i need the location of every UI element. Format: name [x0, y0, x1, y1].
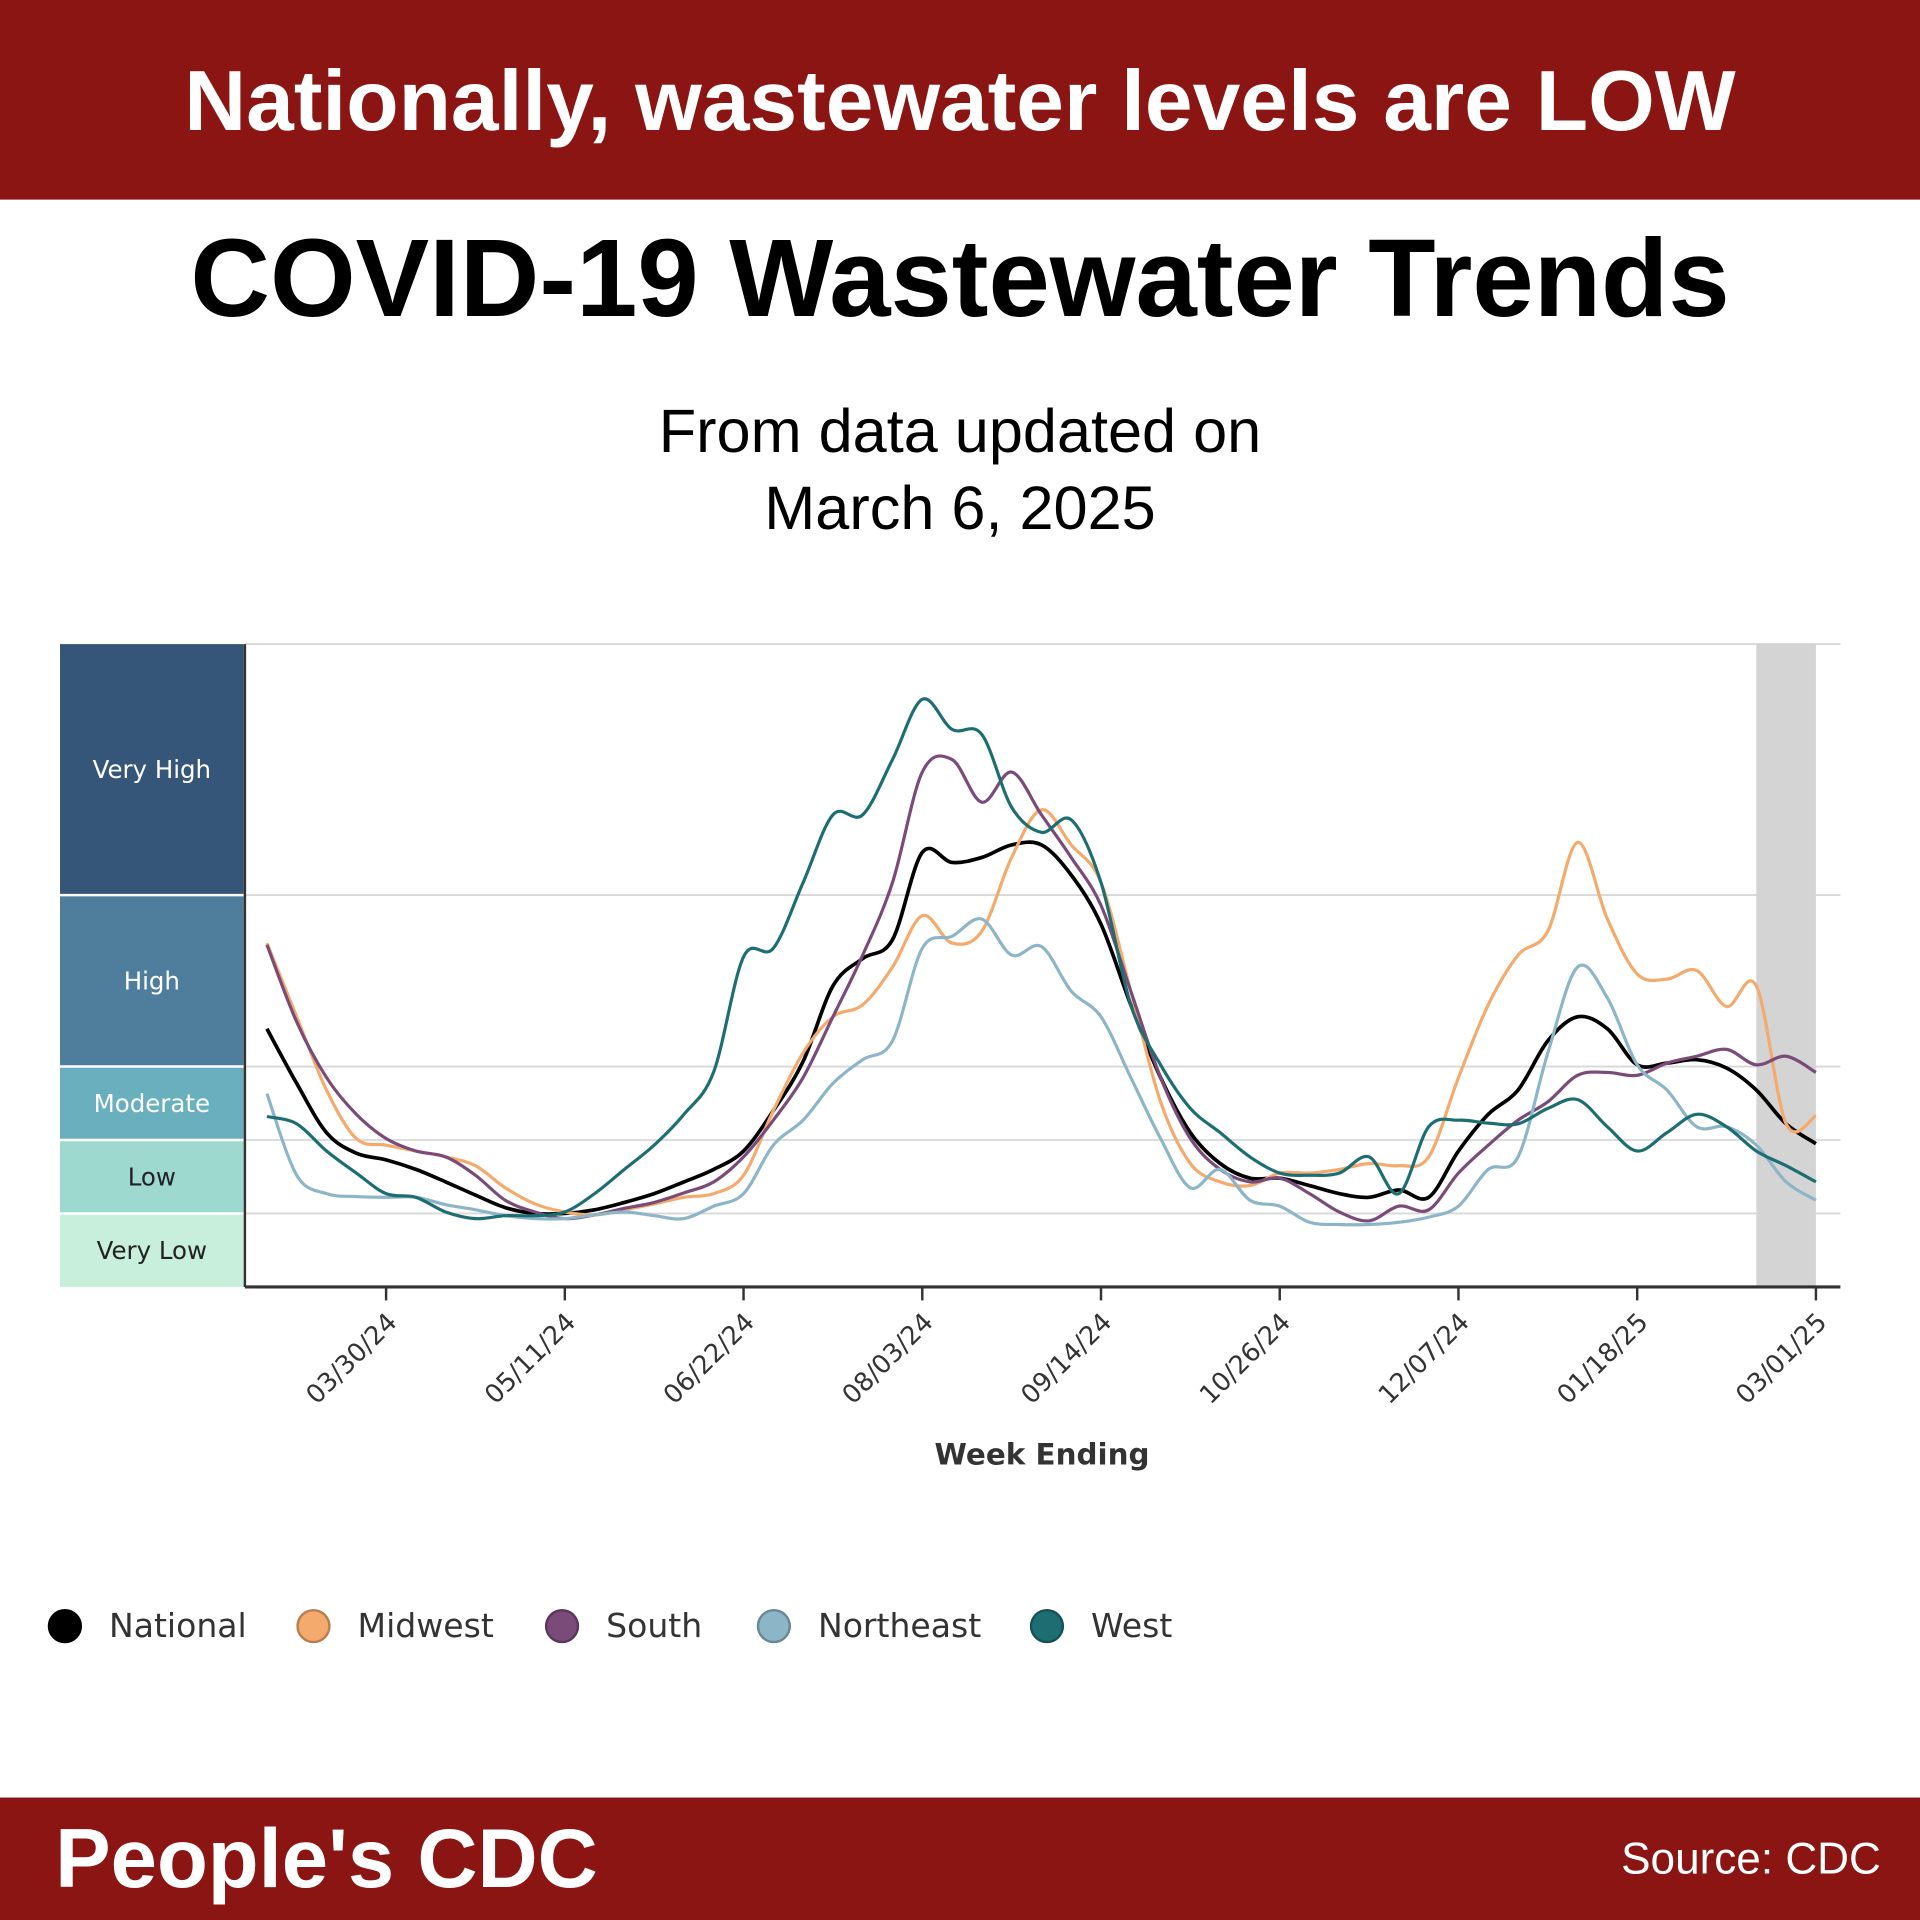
x-tick-label: 05/11/24 — [479, 1307, 582, 1410]
recent-data-shading — [1756, 644, 1816, 1287]
x-tick-label: 06/22/24 — [658, 1307, 761, 1410]
level-label: Very Low — [97, 1236, 207, 1265]
series-line-west — [266, 697, 1817, 1221]
x-tick-label: 03/30/24 — [300, 1307, 403, 1410]
headline-banner: Nationally, wastewater levels are LOW — [0, 0, 1920, 200]
x-tick-label: 10/26/24 — [1194, 1307, 1297, 1410]
legend-marker-icon — [544, 1608, 580, 1644]
subtitle-line-2: March 6, 2025 — [764, 473, 1156, 543]
legend-item-northeast: Northeast — [756, 1602, 982, 1651]
level-band-very-high — [60, 644, 244, 896]
level-band-low — [60, 1140, 244, 1214]
chart-title: COVID-19 Wastewater Trends — [190, 217, 1730, 341]
legend-item-midwest: Midwest — [296, 1602, 494, 1651]
legend-label: Northeast — [817, 1607, 982, 1646]
series-line-midwest — [265, 808, 1817, 1217]
level-label: Moderate — [94, 1089, 210, 1118]
x-axis-label: Week Ending — [935, 1437, 1150, 1471]
legend-label: National — [108, 1607, 247, 1646]
subtitle-line-1: From data updated on — [658, 396, 1262, 466]
x-tick-label: 03/01/25 — [1730, 1307, 1833, 1410]
legend-label: Midwest — [357, 1607, 494, 1646]
legend-marker-icon — [1029, 1608, 1065, 1644]
legend-item-national: National — [47, 1602, 247, 1651]
x-tick-label: 12/07/24 — [1373, 1307, 1476, 1410]
level-band-very-low — [60, 1213, 244, 1287]
level-band-moderate — [60, 1066, 244, 1141]
footer-banner: People's CDC Source: CDC — [0, 1797, 1920, 1920]
level-label: Very High — [93, 755, 211, 784]
legend-marker-icon — [47, 1608, 83, 1644]
legend-label: West — [1091, 1607, 1173, 1646]
level-label: Low — [128, 1162, 176, 1191]
x-tick-label: 09/14/24 — [1015, 1307, 1118, 1410]
level-label: High — [124, 966, 180, 995]
legend-marker-icon — [296, 1608, 331, 1644]
series-line-national — [265, 840, 1817, 1216]
legend-marker-icon — [756, 1608, 792, 1644]
level-band-high — [60, 895, 244, 1067]
legend-label: South — [606, 1607, 703, 1646]
legend-item-west: West — [1029, 1602, 1173, 1651]
x-tick-label: 01/18/25 — [1552, 1307, 1655, 1410]
headline: Nationally, wastewater levels are LOW — [184, 52, 1736, 149]
series-line-south — [265, 754, 1817, 1223]
x-tick-label: 08/03/24 — [837, 1307, 940, 1410]
source-credit: Source: CDC — [1621, 1833, 1881, 1884]
legend-item-south: South — [544, 1602, 703, 1651]
series-line-northeast — [265, 917, 1817, 1227]
brand-logo-text: People's CDC — [55, 1812, 598, 1906]
